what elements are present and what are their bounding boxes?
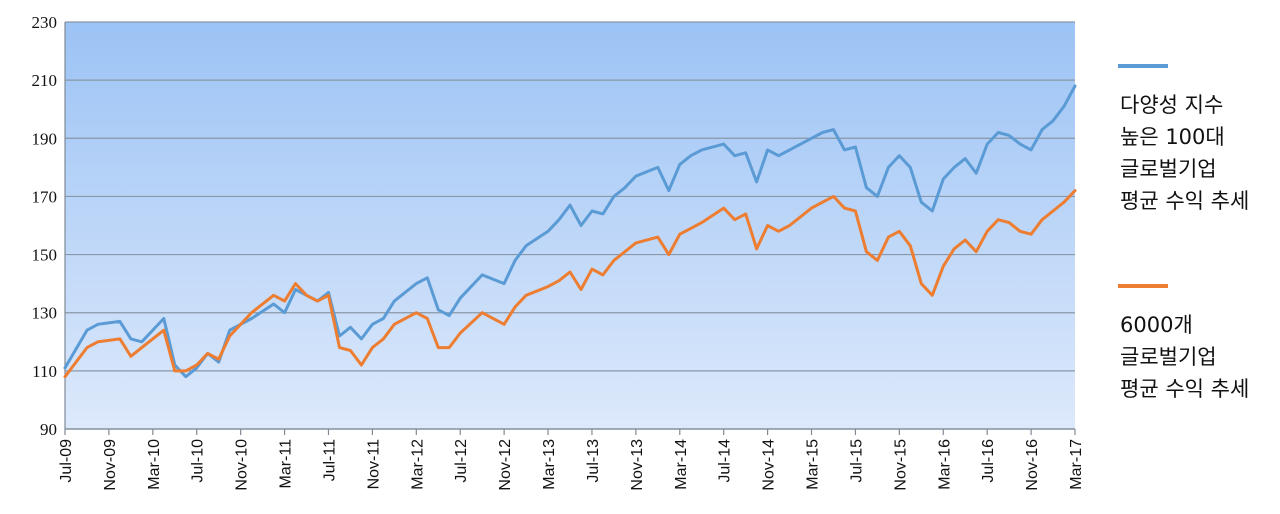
x-tick-label: Mar-13 [541,439,558,490]
y-tick-label: 190 [32,129,58,148]
y-tick-label: 90 [40,420,57,439]
y-tick-label: 230 [32,13,58,32]
series-line-2 [63,189,1077,379]
y-tick-label: 110 [32,362,57,381]
gridlines [65,21,1075,430]
x-tick-label: Nov-11 [365,439,382,489]
plot-area [65,22,1075,429]
x-tick-label: Jul-11 [321,439,338,481]
x-tick-label: Jul-09 [58,439,75,483]
x-tick-label: Nov-13 [629,439,646,491]
legend-label-1: 높은 100대 [1120,125,1225,149]
y-tick-label: 150 [32,246,58,265]
x-tick-label: Nov-14 [761,439,778,491]
legend-label-2: 평균 수익 추세 [1120,377,1249,401]
x-tick-label: Mar-17 [1068,439,1085,490]
x-tick-label: Jul-10 [190,439,207,483]
legend-label-1: 다양성 지수 [1120,93,1223,117]
y-tick-label: 130 [32,304,58,323]
y-tick-label: 170 [32,187,58,206]
x-tick-label: Nov-15 [892,439,909,491]
legend-label-1: 글로벌기업 [1120,157,1217,181]
x-tick-label: Mar-16 [936,439,953,490]
x-tick-label: Jul-13 [585,439,602,483]
x-tick-label: Jul-15 [848,439,865,483]
x-tick-label: Nov-10 [234,439,251,491]
x-tick-label: Nov-16 [1024,439,1041,491]
series-line-1 [63,84,1077,379]
y-tick-label: 210 [32,71,58,90]
x-tick-label: Jul-12 [453,439,470,483]
axes: 90 110 130 150 170 190 210 230 Jul-09 Nov-09 Mar-1… [32,13,1086,491]
x-tick-label: Jul-14 [717,439,734,483]
x-tick-label: Jul-16 [980,439,997,483]
legend-label-2: 글로벌기업 [1120,345,1217,369]
legend-label-1: 평균 수익 추세 [1120,189,1249,213]
x-tick-label: Mar-10 [146,439,163,490]
x-tick-label: Mar-15 [805,439,822,490]
x-tick-label: Nov-09 [102,439,119,491]
legend-label-2: 6000개 [1120,313,1193,337]
x-tick-label: Nov-12 [497,439,514,491]
series-lines [63,84,1077,379]
x-tick-label: Mar-11 [278,439,295,489]
x-tick-label: Mar-12 [409,439,426,490]
x-tick-label: Mar-14 [673,439,690,490]
